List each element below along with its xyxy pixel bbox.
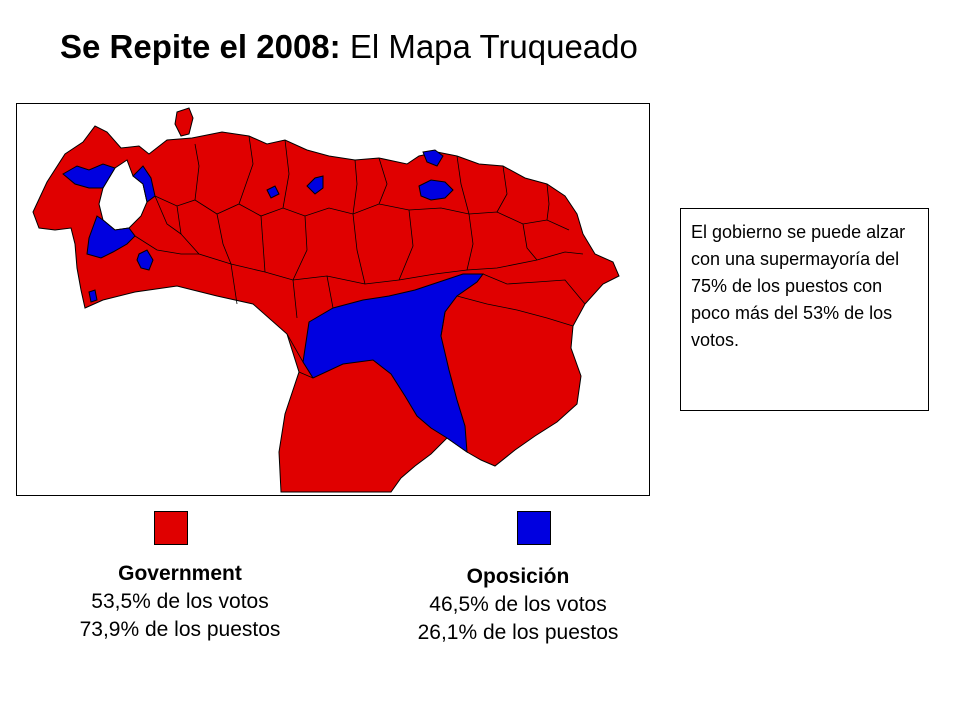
map-region-opposition-caracas	[306, 175, 324, 195]
legend-swatch-opposition	[517, 511, 551, 545]
map-region-opposition-carabobo	[266, 185, 280, 199]
venezuela-map	[32, 107, 620, 493]
callout-note: El gobierno se puede alzar con una super…	[680, 208, 929, 411]
map-border-lines	[134, 135, 586, 379]
map-region-opposition-small-west	[88, 289, 98, 303]
legend-opposition-votes: 46,5% de los votos	[429, 593, 607, 616]
legend-government-seats: 73,9% de los puestos	[79, 618, 281, 641]
map-island	[174, 107, 194, 137]
map-region-opposition-margarita	[422, 149, 444, 167]
title-rest: El Mapa Truqueado	[340, 28, 638, 65]
legend-government-name: Government	[118, 562, 242, 585]
map-frame	[16, 103, 650, 496]
map-region-opposition-tachira	[136, 249, 154, 271]
map-region-opposition-zulia-north	[62, 163, 116, 189]
map-region-government	[32, 125, 620, 493]
legend-swatch-government	[154, 511, 188, 545]
map-region-opposition-bolivar	[302, 273, 484, 454]
legend-opposition-name: Oposición	[466, 565, 570, 588]
legend-government: Government 53,5% de los votos 73,9% de l…	[30, 560, 330, 644]
legend-opposition: Oposición 46,5% de los votos 26,1% de lo…	[368, 563, 668, 647]
map-region-opposition-anzoategui-north	[418, 179, 454, 201]
legend-government-votes: 53,5% de los votos	[91, 590, 269, 613]
page-title: Se Repite el 2008: El Mapa Truqueado	[60, 28, 638, 66]
legend-opposition-seats: 26,1% de los puestos	[417, 621, 619, 644]
title-bold: Se Repite el 2008:	[60, 28, 341, 65]
map-region-opposition-zulia-south	[86, 215, 136, 259]
